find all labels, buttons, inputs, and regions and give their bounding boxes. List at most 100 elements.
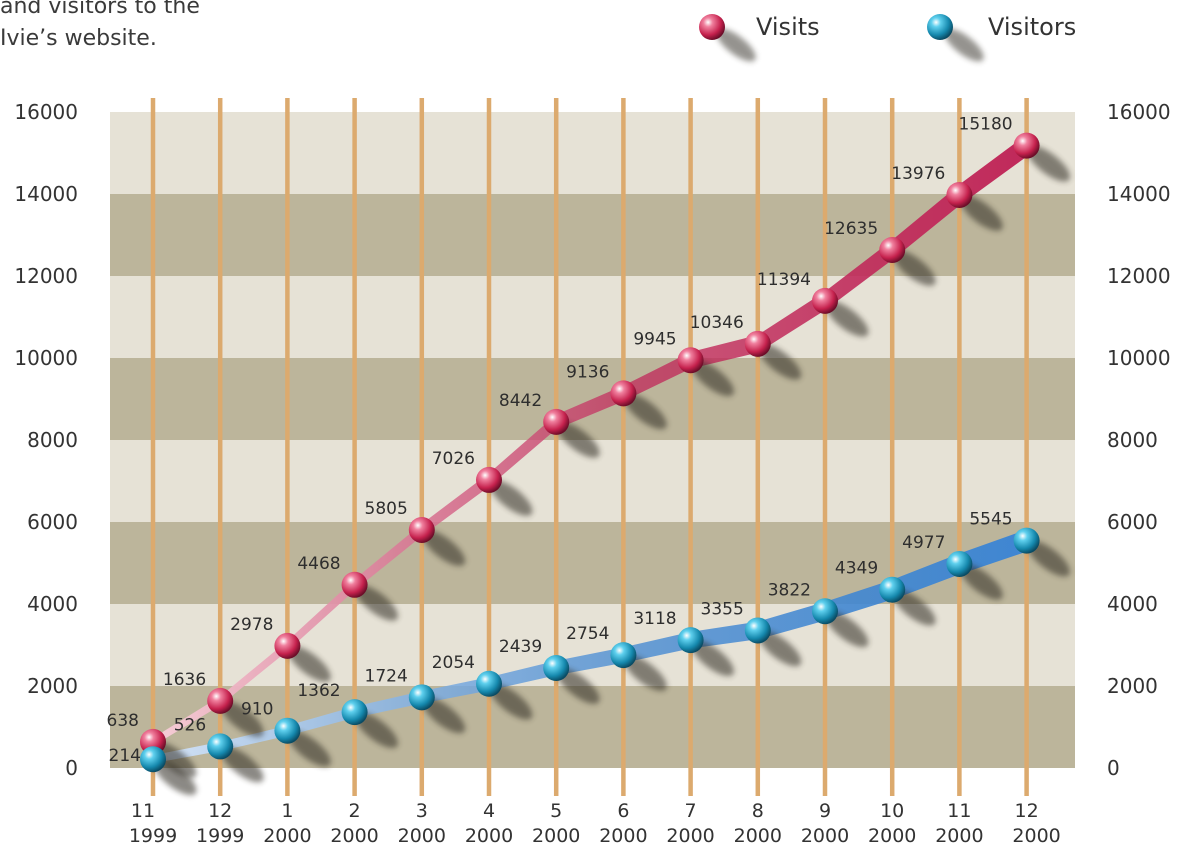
data-point-visits [408, 516, 435, 543]
vertical-gridlines [150, 98, 1029, 796]
y-tick-label-left: 8000 [27, 428, 78, 452]
data-point-shadow [556, 668, 600, 704]
data-point-shadow [489, 480, 533, 516]
data-point-shadow [489, 683, 533, 720]
x-tick-label-year: 2000 [734, 825, 782, 847]
x-tick-label-year: 1999 [129, 825, 177, 847]
data-point-shadow [1027, 145, 1070, 182]
x-tick-label-month: 12 [1015, 800, 1039, 822]
x-tick-label-month: 11 [947, 800, 971, 822]
intro-text-line-1: and visitors to the [0, 0, 200, 19]
y-tick-label-left: 2000 [27, 674, 78, 698]
data-label-visitors: 3355 [701, 599, 744, 619]
y-tick-label-right: 6000 [1107, 510, 1158, 534]
data-points [140, 132, 1040, 773]
data-label-visits: 10346 [690, 313, 744, 333]
y-tick-label-left: 0 [65, 756, 78, 780]
data-point-visits [610, 380, 637, 407]
data-label-visitors: 910 [241, 700, 273, 720]
data-point-visits [207, 687, 234, 714]
x-axis: 11 1999 12 1999 1 2000 2 2000 3 2000 4 2000 5 2000 6 20… [129, 800, 1061, 847]
data-point-shadow [220, 701, 264, 737]
data-point-visitors [744, 617, 771, 644]
data-point-shadow [624, 655, 667, 691]
y-tick-label-left: 6000 [27, 510, 78, 534]
y-tick-label-right: 10000 [1107, 346, 1171, 370]
data-point-shadow [1027, 540, 1070, 577]
data-point-visitors [140, 746, 166, 773]
data-point-visitors [543, 655, 570, 682]
data-point-visitors [207, 733, 234, 760]
data-point-shadow [153, 759, 197, 796]
data-point-visits [341, 571, 368, 598]
data-point-visits [946, 181, 973, 208]
intro-text-line-2: Ivie’s website. [0, 26, 157, 51]
data-point-shadow [960, 564, 1003, 600]
data-point-visitors [677, 627, 704, 654]
y-tick-label-right: 0 [1107, 756, 1120, 780]
x-tick-label-year: 2000 [398, 825, 446, 847]
data-point-shadow [422, 697, 466, 734]
data-label-visitors: 3822 [768, 580, 811, 600]
x-tick-label-month: 10 [880, 800, 904, 822]
x-tick-label-month: 12 [208, 800, 232, 822]
data-point-visitors [274, 717, 301, 744]
background-band [110, 194, 1075, 276]
data-point-visits [476, 466, 502, 493]
x-tick-label-year: 2000 [1012, 825, 1060, 847]
data-point-visits [543, 408, 570, 435]
y-tick-label-left: 14000 [14, 182, 78, 206]
data-labels: 638 1636 2978 4468 5805 7026 8442 9136 9945 10346… [107, 115, 1013, 767]
y-tick-label-left: 12000 [14, 264, 78, 288]
y-tick-label-right: 8000 [1107, 428, 1158, 452]
x-tick-label-year: 2000 [330, 825, 378, 847]
y-tick-label-right: 2000 [1107, 674, 1158, 698]
data-point-visits [274, 632, 301, 659]
data-label-visits: 1636 [163, 670, 206, 690]
data-point-visitors [476, 670, 502, 697]
data-point-shadow [758, 343, 802, 380]
data-point-visits [1013, 132, 1040, 159]
data-point-visits [744, 330, 771, 357]
data-point-shadow [691, 360, 734, 397]
data-point-shadow [892, 589, 936, 626]
y-tick-label-right: 14000 [1107, 182, 1171, 206]
legend-item-visits: Visits [699, 13, 820, 62]
y-axis-right: 0 2000 4000 6000 8000 10000 12000 14000 16000 [1107, 100, 1171, 780]
data-label-visits: 11394 [757, 270, 811, 290]
data-point-visits [879, 236, 906, 263]
data-label-visits: 5805 [365, 499, 408, 519]
x-tick-label-month: 8 [752, 800, 764, 822]
data-label-visitors: 2754 [566, 624, 609, 644]
data-point-visits [812, 287, 838, 314]
legend-item-visitors: Visitors [927, 13, 1076, 62]
data-label-visitors: 2054 [432, 653, 475, 673]
x-tick-label-year: 2000 [599, 825, 647, 847]
y-tick-label-right: 16000 [1107, 100, 1171, 124]
x-tick-label-month: 6 [617, 800, 629, 822]
y-tick-label-left: 16000 [14, 100, 78, 124]
data-label-visits: 9136 [566, 362, 609, 382]
data-label-visitors: 4977 [902, 533, 945, 553]
data-label-visits: 15180 [959, 115, 1013, 135]
x-tick-label-month: 11 [131, 800, 155, 822]
x-tick-label-month: 1 [281, 800, 293, 822]
data-point-shadow [355, 584, 398, 621]
data-point-visitors [812, 598, 838, 625]
data-label-visits: 13976 [891, 164, 945, 184]
x-tick-label-month: 5 [550, 800, 562, 822]
data-point-shadow [355, 712, 398, 748]
data-label-visitors: 214 [109, 746, 141, 766]
data-point-visitors [879, 576, 906, 603]
data-point-shadow [825, 611, 869, 648]
data-point-shadow [422, 530, 466, 566]
data-point-shadow [153, 742, 197, 778]
legend-marker [699, 14, 725, 40]
legend-marker [927, 14, 953, 40]
y-tick-label-left: 4000 [27, 592, 78, 616]
data-point-shadow [624, 393, 667, 430]
data-label-visits: 4468 [297, 554, 340, 574]
x-tick-label-month: 4 [483, 800, 495, 822]
x-tick-label-year: 1999 [196, 825, 244, 847]
